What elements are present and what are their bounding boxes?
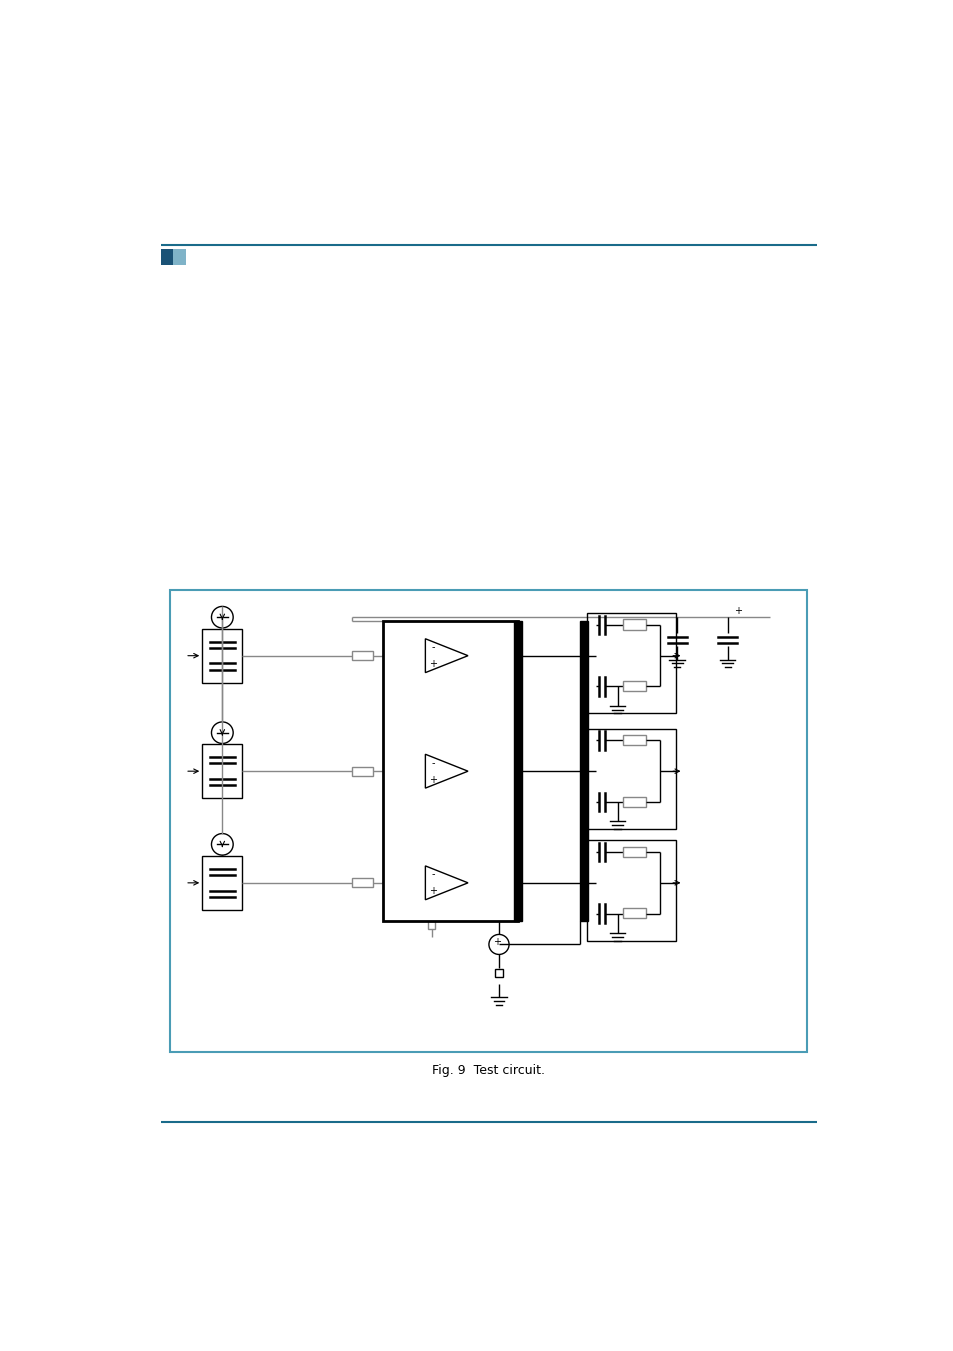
Bar (422, 634, 450, 643)
Bar (622, 908, 645, 919)
Bar (422, 750, 450, 759)
Circle shape (212, 607, 233, 628)
Bar (495, 969, 502, 977)
Text: +: + (429, 659, 436, 669)
Bar (586, 613, 675, 713)
Circle shape (488, 935, 509, 954)
Bar (405, 758, 427, 766)
Bar (427, 921, 435, 929)
Text: +: + (734, 607, 741, 616)
Bar (427, 671, 436, 686)
Text: -: - (431, 758, 435, 767)
Bar (622, 735, 645, 744)
Bar (202, 744, 242, 798)
Bar (427, 694, 435, 703)
Text: -: - (431, 870, 435, 880)
Bar (622, 797, 645, 807)
Bar (586, 728, 675, 830)
Circle shape (212, 834, 233, 855)
Bar (586, 840, 675, 940)
Bar (202, 628, 242, 682)
Text: +: + (429, 886, 436, 896)
Text: -: - (431, 642, 435, 653)
Bar (352, 878, 373, 888)
Bar (427, 809, 435, 817)
Bar (173, 249, 186, 265)
Bar (382, 621, 517, 921)
Bar (427, 898, 436, 913)
Text: +: + (429, 774, 436, 785)
Bar (405, 869, 427, 877)
Bar (352, 766, 373, 775)
Bar (622, 681, 645, 692)
Bar (170, 590, 806, 1052)
Bar (352, 651, 373, 661)
Text: +: + (493, 938, 501, 947)
Bar (422, 862, 450, 870)
Bar (579, 621, 587, 921)
Bar (161, 249, 173, 265)
Bar (202, 857, 242, 909)
Bar (514, 621, 521, 921)
Bar (394, 877, 487, 913)
Bar (427, 786, 436, 802)
Circle shape (212, 721, 233, 743)
Bar (622, 847, 645, 857)
Bar (622, 620, 645, 630)
Text: Fig. 9  Test circuit.: Fig. 9 Test circuit. (431, 1063, 544, 1077)
Bar (405, 642, 427, 650)
